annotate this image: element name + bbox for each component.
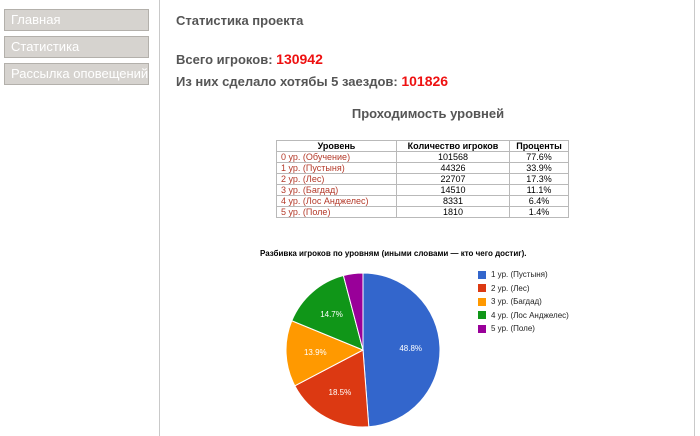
- chart-title: Разбивка игроков по уровням (иными слова…: [260, 249, 527, 258]
- column-header-count: Количество игроков: [396, 140, 510, 152]
- sidebar-nav: Главная Статистика Рассылка оповещений: [4, 9, 149, 90]
- level-cell: 1 ур. (Пустыня): [276, 162, 397, 174]
- level-cell: 0 ур. (Обучение): [276, 151, 397, 163]
- legend-item: 2 ур. (Лес): [478, 282, 569, 296]
- chart-legend: 1 ур. (Пустыня) 2 ур. (Лес) 3 ур. (Багдад)…: [478, 268, 569, 336]
- legend-swatch: [478, 270, 486, 279]
- pie-slice-label: 18.5%: [329, 388, 352, 397]
- legend-item: 1 ур. (Пустыня): [478, 268, 569, 282]
- five-runs-label: Из них сделало хотябы 5 заездов:: [176, 74, 398, 89]
- table-row: 5 ур. (Поле) 1810 1.4%: [276, 206, 569, 218]
- legend-label: 1 ур. (Пустыня): [491, 270, 548, 280]
- levels-table: Уровень Количество игроков Проценты 0 ур…: [276, 140, 569, 218]
- level-cell: 3 ур. (Багдад): [276, 184, 397, 196]
- page-title: Статистика проекта: [176, 13, 304, 28]
- legend-item: 4 ур. (Лос Анджелес): [478, 309, 569, 323]
- nav-item-notifications[interactable]: Рассылка оповещений: [4, 63, 149, 85]
- count-cell: 44326: [396, 162, 510, 174]
- count-cell: 22707: [396, 173, 510, 185]
- percent-cell: 33.9%: [509, 162, 569, 174]
- section-title: Проходимость уровней: [351, 106, 505, 121]
- legend-swatch: [478, 311, 486, 320]
- percent-cell: 17.3%: [509, 173, 569, 185]
- pie-slice: [285, 320, 365, 387]
- five-runs-value: 101826: [401, 73, 449, 89]
- percent-cell: 1.4%: [509, 206, 569, 218]
- nav-item-home[interactable]: Главная: [4, 9, 149, 31]
- table-row: 4 ур. (Лос Анджелес) 8331 6.4%: [276, 195, 569, 207]
- count-cell: 101568: [396, 151, 510, 163]
- pie-slice: [342, 272, 364, 351]
- legend-swatch: [478, 324, 486, 333]
- total-players-value: 130942: [276, 51, 323, 67]
- count-cell: 1810: [396, 206, 510, 218]
- column-header-percent: Проценты: [509, 140, 569, 152]
- legend-label: 3 ур. (Багдад): [491, 297, 542, 307]
- legend-label: 5 ур. (Поле): [491, 324, 535, 334]
- nav-item-statistics[interactable]: Статистика: [4, 36, 149, 58]
- legend-item: 3 ур. (Багдад): [478, 295, 569, 309]
- level-cell: 5 ур. (Поле): [276, 206, 397, 218]
- main-content: Статистика проекта Всего игроков: 130942…: [159, 0, 695, 436]
- count-cell: 8331: [396, 195, 510, 207]
- percent-cell: 11.1%: [509, 184, 569, 196]
- pie-slice: [294, 349, 370, 428]
- pie-slice: [362, 272, 441, 428]
- pie-slice: [291, 274, 364, 351]
- pie-slice-label: 14.7%: [320, 310, 343, 319]
- percent-cell: 6.4%: [509, 195, 569, 207]
- total-players-label: Всего игроков:: [176, 52, 273, 67]
- level-cell: 2 ур. (Лес): [276, 173, 397, 185]
- legend-item: 5 ур. (Поле): [478, 322, 569, 336]
- table-header-row: Уровень Количество игроков Проценты: [276, 140, 569, 152]
- pie-chart: 48.8% 18.5% 13.9% 14.7%: [285, 272, 441, 428]
- table-row: 3 ур. (Багдад) 14510 11.1%: [276, 184, 569, 196]
- table-row: 0 ур. (Обучение) 101568 77.6%: [276, 151, 569, 163]
- table-row: 2 ур. (Лес) 22707 17.3%: [276, 173, 569, 185]
- legend-label: 4 ур. (Лос Анджелес): [491, 310, 569, 320]
- table-row: 1 ур. (Пустыня) 44326 33.9%: [276, 162, 569, 174]
- five-runs-players: Из них сделало хотябы 5 заездов: 101826: [176, 73, 448, 89]
- column-header-level: Уровень: [276, 140, 397, 152]
- pie-slice-label: 13.9%: [304, 348, 327, 357]
- pie-slice-label: 48.8%: [399, 344, 422, 353]
- legend-label: 2 ур. (Лес): [491, 283, 530, 293]
- percent-cell: 77.6%: [509, 151, 569, 163]
- legend-swatch: [478, 284, 486, 293]
- count-cell: 14510: [396, 184, 510, 196]
- legend-swatch: [478, 297, 486, 306]
- level-cell: 4 ур. (Лос Анджелес): [276, 195, 397, 207]
- total-players: Всего игроков: 130942: [176, 51, 323, 67]
